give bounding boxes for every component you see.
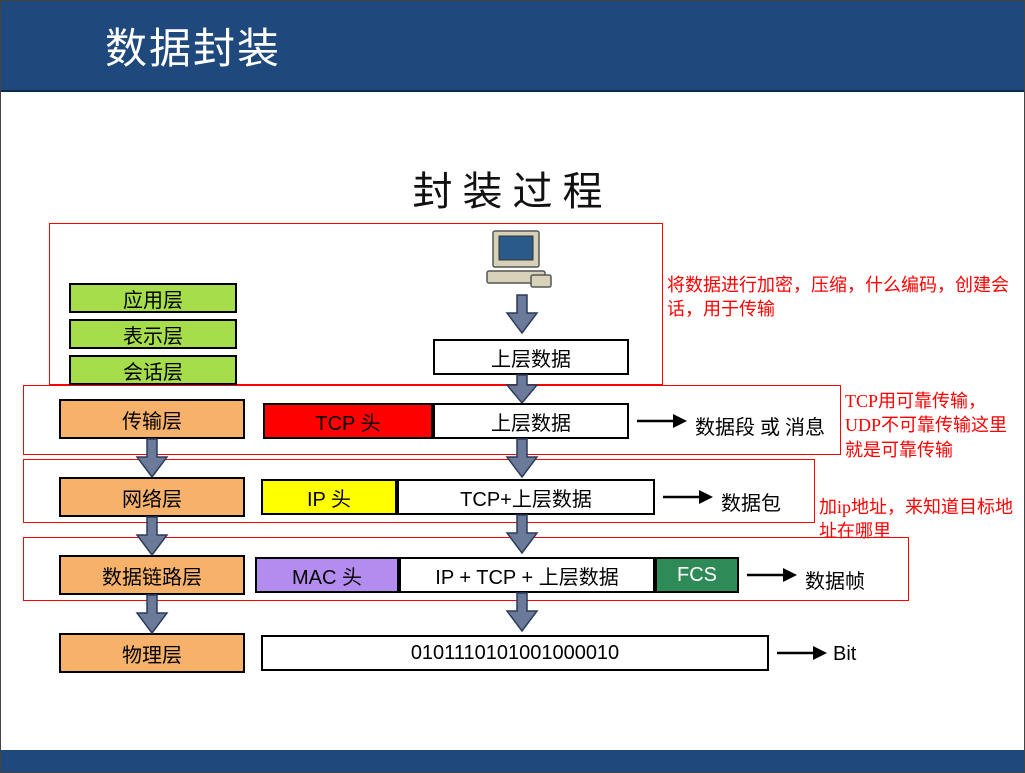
out-label-network: 数据包: [721, 487, 781, 516]
seg-tcp-head: TCP 头: [263, 403, 433, 439]
seg-upper-data-top: 上层数据: [433, 339, 629, 375]
arrow-right-network: [661, 487, 715, 507]
seg-tcp-plus-upper: TCP+上层数据: [397, 479, 655, 515]
seg-upper-data-transport: 上层数据: [433, 403, 629, 439]
title-bar: 数据封装: [1, 1, 1024, 92]
out-label-physical: Bit: [833, 643, 856, 666]
arrow-down-center-0: [507, 295, 537, 339]
page-title: 数据封装: [105, 25, 281, 72]
seg-ip-tcp-upper: IP + TCP + 上层数据: [399, 557, 655, 593]
arrow-down-left-1: [137, 439, 167, 477]
seg-fcs: FCS: [655, 557, 739, 593]
arrow-down-left-2: [137, 517, 167, 555]
arrow-down-center-3: [507, 515, 537, 557]
arrow-down-center-1: [507, 375, 537, 403]
layer-session: 会话层: [69, 355, 237, 385]
seg-ip-head: IP 头: [261, 479, 397, 515]
arrow-right-datalink: [745, 565, 799, 585]
computer-icon: [485, 229, 557, 291]
seg-mac-head: MAC 头: [255, 557, 399, 593]
layer-application: 应用层: [69, 283, 237, 313]
out-label-transport: 数据段 或 消息: [695, 411, 825, 440]
layer-transport: 传输层: [59, 399, 245, 439]
layer-network: 网络层: [59, 477, 245, 517]
note-top: 将数据进行加密，压缩，什么编码，创建会话，用于传输: [667, 273, 1009, 322]
seg-bits: 0101110101001000010: [261, 635, 769, 671]
subtitle: 封装过程: [1, 159, 1024, 217]
layer-physical: 物理层: [59, 633, 245, 673]
layer-datalink: 数据链路层: [59, 555, 245, 595]
arrow-right-physical: [775, 643, 829, 663]
note-transport: TCP用可靠传输，UDP不可靠传输这里就是可靠传输: [845, 389, 1021, 462]
arrow-down-center-2: [507, 439, 537, 479]
layer-presentation: 表示层: [69, 319, 237, 349]
footer-bar: [1, 750, 1024, 772]
out-label-datalink: 数据帧: [805, 565, 865, 594]
arrow-right-transport: [635, 411, 689, 431]
note-network: 加ip地址，来知道目标地址在哪里: [819, 495, 1019, 544]
arrow-down-center-4: [507, 593, 537, 635]
arrow-down-left-3: [137, 595, 167, 633]
